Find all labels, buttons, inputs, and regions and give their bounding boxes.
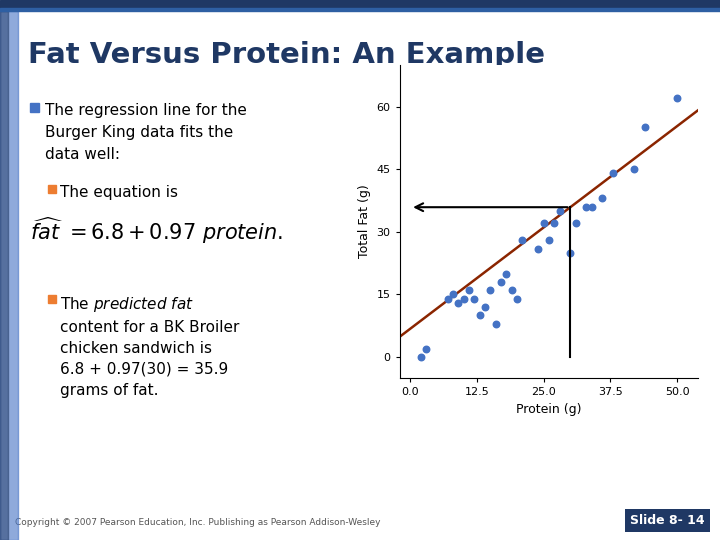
Text: Copyright © 2007 Pearson Education, Inc. Publishing as Pearson Addison-Wesley: Copyright © 2007 Pearson Education, Inc.… bbox=[15, 518, 380, 527]
Bar bbox=[0, 8, 720, 11]
Point bbox=[671, 94, 683, 103]
Bar bbox=[0, 11, 8, 540]
Bar bbox=[30, 103, 39, 112]
Point bbox=[597, 194, 608, 202]
Point bbox=[458, 294, 469, 303]
Point bbox=[447, 290, 459, 299]
Point bbox=[570, 219, 582, 228]
Point bbox=[511, 294, 523, 303]
Text: The regression line for the
Burger King data fits the
data well:: The regression line for the Burger King … bbox=[45, 103, 247, 163]
Point bbox=[500, 269, 512, 278]
Point bbox=[485, 286, 496, 295]
Bar bbox=[0, 0, 720, 8]
Point bbox=[533, 244, 544, 253]
Point bbox=[495, 278, 507, 286]
Point bbox=[415, 353, 427, 361]
Bar bbox=[48, 295, 56, 303]
Point bbox=[607, 169, 618, 178]
Point bbox=[554, 207, 565, 215]
Point bbox=[580, 202, 592, 211]
Point bbox=[516, 236, 528, 245]
Point bbox=[538, 219, 549, 228]
Point bbox=[639, 123, 651, 132]
Point bbox=[629, 165, 640, 173]
Point bbox=[442, 294, 454, 303]
Text: Slide 8- 14: Slide 8- 14 bbox=[631, 514, 705, 527]
Text: The equation is: The equation is bbox=[60, 185, 178, 200]
Bar bbox=[0, 11, 18, 540]
Point bbox=[544, 236, 555, 245]
Point bbox=[586, 202, 598, 211]
Y-axis label: Total Fat (g): Total Fat (g) bbox=[358, 185, 371, 258]
Point bbox=[506, 286, 518, 295]
Point bbox=[453, 299, 464, 307]
Point bbox=[564, 248, 576, 257]
Point bbox=[480, 303, 491, 312]
Point bbox=[474, 311, 485, 320]
Text: The $\mathit{predicted\ fat}$
content for a BK Broiler
chicken sandwich is
6.8 +: The $\mathit{predicted\ fat}$ content fo… bbox=[60, 295, 239, 398]
Point bbox=[469, 294, 480, 303]
X-axis label: Protein (g): Protein (g) bbox=[516, 403, 582, 416]
Bar bbox=[48, 185, 56, 193]
Point bbox=[490, 319, 501, 328]
Point bbox=[463, 286, 474, 295]
Point bbox=[549, 219, 560, 228]
Text: $\widehat{fat}$ $= 6.8 + 0.97\ protein.$: $\widehat{fat}$ $= 6.8 + 0.97\ protein.$ bbox=[30, 215, 283, 246]
Point bbox=[420, 345, 432, 353]
Text: Fat Versus Protein: An Example: Fat Versus Protein: An Example bbox=[28, 41, 545, 69]
